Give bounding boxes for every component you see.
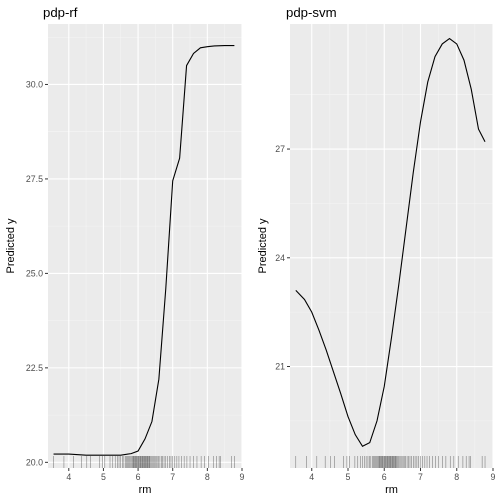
rf-panel-title: pdp-rf <box>43 5 78 20</box>
rf-plot-background <box>48 24 242 468</box>
rf-x-tick-label: 7 <box>170 472 175 482</box>
rf-x-tick-label: 5 <box>101 472 106 482</box>
svm-y-tick-label: 27 <box>275 144 285 154</box>
svm-x-tick-label: 9 <box>491 472 496 482</box>
rf-x-tick-label: 9 <box>240 472 245 482</box>
rf-y-tick-label: 20.0 <box>26 457 43 467</box>
rf-x-tick-label: 6 <box>136 472 141 482</box>
rf-x-tick-label: 4 <box>66 472 71 482</box>
svm-y-axis-title: Predicted y <box>257 218 269 274</box>
rf-x-axis-title: rm <box>139 484 152 496</box>
svm-x-tick-label: 7 <box>418 472 423 482</box>
rf-pdp-curve <box>53 44 235 456</box>
rf-y-tick-label: 25.0 <box>26 268 43 278</box>
pdp-svm-panel: 4 5 6 7 8 9 21 24 27 rm Predicted y pdp-svm <box>257 5 496 496</box>
svm-x-tick-label: 8 <box>454 472 459 482</box>
svm-pdp-curve <box>295 37 486 447</box>
svm-panel-title: pdp-svm <box>286 5 337 20</box>
rf-y-axis-title: Predicted y <box>5 218 17 274</box>
pdp-rf-panel: 4 5 6 7 8 9 20.0 22.5 25.0 27.5 30.0 rm Predicted y p… <box>5 5 245 496</box>
svm-plot-background <box>290 24 493 468</box>
svm-y-tick-label: 21 <box>275 362 285 372</box>
rf-y-tick-label: 27.5 <box>26 174 43 184</box>
svm-y-tick-label: 24 <box>275 253 285 263</box>
svm-x-tick-label: 6 <box>382 472 387 482</box>
rf-x-tick-label: 8 <box>205 472 210 482</box>
rf-y-tick-label: 22.5 <box>26 363 43 373</box>
svm-x-tick-label: 5 <box>346 472 351 482</box>
svm-x-axis-title: rm <box>385 484 398 496</box>
rf-y-tick-label: 30.0 <box>26 79 43 89</box>
svm-x-tick-label: 4 <box>309 472 314 482</box>
